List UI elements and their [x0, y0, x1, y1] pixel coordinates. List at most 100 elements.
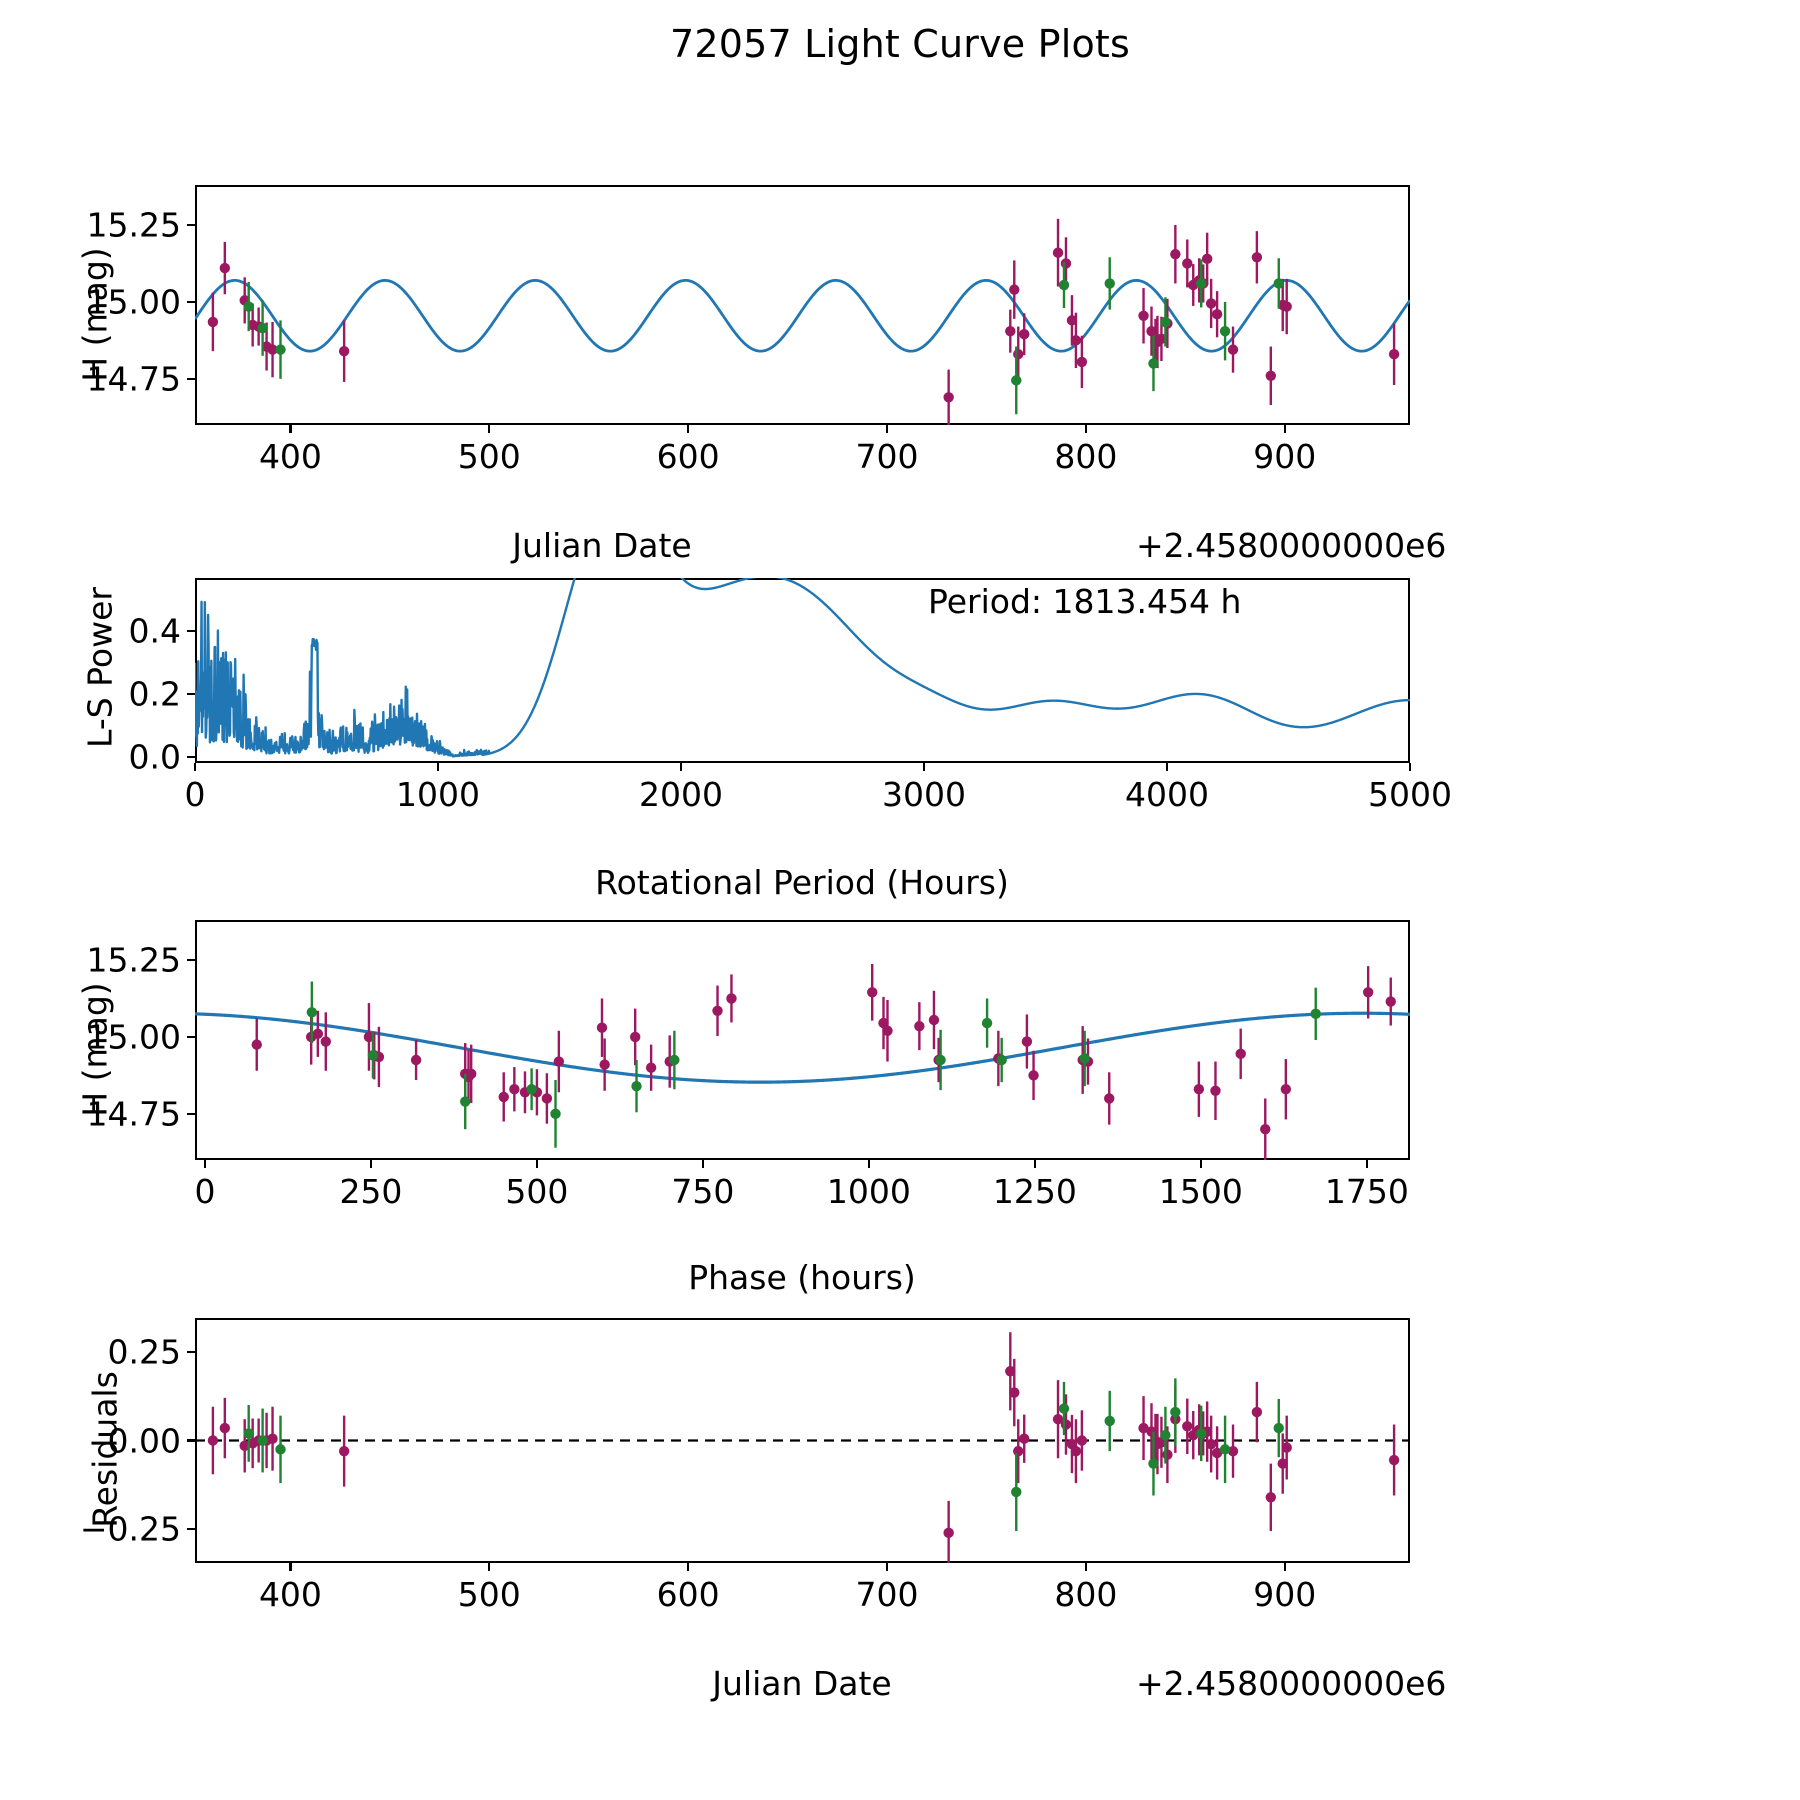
y-tick-label: 15.25: [86, 940, 181, 980]
y-tick-label: 14.75: [86, 1094, 181, 1134]
data-point: [1104, 278, 1115, 289]
y-tick-label: 0.2: [128, 674, 181, 714]
x-tick-mark: [885, 1563, 889, 1571]
x-tick-mark: [1283, 425, 1286, 433]
y-tick-label: 0.4: [128, 611, 181, 651]
data-point: [596, 1022, 608, 1033]
data-point: [550, 1108, 561, 1120]
y-tick-mark: [187, 1350, 195, 1353]
data-point: [1066, 315, 1078, 326]
y-tick-mark: [187, 1439, 195, 1442]
data-point: [1277, 1458, 1288, 1469]
data-point: [1013, 1445, 1024, 1457]
x-tick-label: 1750: [1324, 1172, 1409, 1211]
x-tick-label: 250: [339, 1172, 403, 1211]
data-point: [1388, 349, 1400, 360]
model-curve: [195, 1011, 1410, 1084]
data-point: [1362, 987, 1374, 998]
x-tick-mark: [922, 763, 926, 771]
x-tick-mark: [289, 1563, 292, 1571]
data-point: [410, 1054, 422, 1066]
data-point: [1385, 996, 1396, 1007]
y-tick-mark: [187, 1528, 195, 1531]
x-tick-mark: [1084, 1563, 1087, 1571]
x-tick-mark: [1165, 763, 1169, 771]
x-tick-label: 900: [1253, 437, 1317, 476]
panel-residuals-xlabel: Julian Date: [712, 1664, 892, 1703]
data-point: [1251, 252, 1263, 263]
data-point: [712, 1005, 723, 1016]
panel-periodogram: [195, 578, 1410, 763]
data-point: [1148, 358, 1159, 369]
data-point: [306, 1007, 318, 1018]
panel-periodogram-period-annotation: Period: 1813.454 h: [928, 582, 1242, 621]
data-point: [928, 1014, 940, 1026]
x-tick-label: 400: [258, 1575, 322, 1614]
y-tick-mark: [187, 630, 195, 633]
data-point: [1011, 1486, 1022, 1498]
x-tick-mark: [885, 425, 889, 433]
y-tick-mark: [187, 377, 195, 380]
x-tick-mark: [687, 1563, 690, 1571]
data-point: [275, 344, 286, 355]
data-point: [460, 1096, 471, 1107]
data-point: [526, 1084, 537, 1095]
data-point: [1009, 1387, 1020, 1398]
x-tick-label: 1250: [992, 1172, 1077, 1211]
y-tick-label: 15.00: [86, 282, 181, 322]
data-point: [243, 301, 254, 312]
data-point: [553, 1056, 565, 1067]
data-point: [1281, 1442, 1292, 1453]
y-tick-mark: [187, 300, 195, 303]
x-tick-label: 0: [184, 775, 206, 814]
data-point: [996, 1054, 1007, 1066]
data-point: [1281, 301, 1292, 312]
data-point: [726, 993, 737, 1004]
y-tick-mark: [187, 958, 195, 962]
data-point: [1019, 1433, 1030, 1444]
data-point: [1052, 247, 1064, 258]
y-tick-mark: [187, 755, 195, 758]
x-tick-mark: [1033, 1160, 1036, 1168]
y-tick-label: 14.75: [86, 359, 181, 399]
data-point: [498, 1091, 509, 1103]
data-point: [1076, 356, 1088, 368]
y-tick-label: 0.0: [128, 737, 181, 777]
figure-title: 72057 Light Curve Plots: [669, 22, 1131, 66]
data-point: [1079, 1053, 1090, 1064]
panel-lightcurve: [195, 185, 1410, 425]
data-point: [1273, 278, 1284, 289]
data-point: [1162, 1449, 1173, 1460]
data-point: [645, 1062, 657, 1073]
x-tick-mark: [193, 763, 197, 771]
panel-lightcurve-canvas: [195, 218, 1410, 425]
data-point: [935, 1054, 946, 1066]
data-point: [1205, 298, 1217, 309]
data-point: [599, 1059, 610, 1070]
data-point: [509, 1084, 520, 1095]
x-tick-label: 500: [457, 437, 521, 476]
x-tick-label: 2000: [639, 775, 723, 814]
data-point: [882, 1025, 893, 1036]
data-point: [1310, 1008, 1321, 1020]
data-point: [1211, 1447, 1223, 1459]
panel-periodogram-canvas: [195, 578, 1410, 758]
x-tick-label: 700: [855, 437, 919, 476]
data-point: [1170, 1406, 1181, 1418]
data-point: [1013, 349, 1024, 360]
data-point: [219, 262, 231, 274]
x-tick-mark: [203, 1160, 207, 1168]
series-series_a: [207, 218, 1400, 425]
data-point: [1028, 1070, 1039, 1081]
data-point: [1196, 278, 1207, 289]
data-point: [1182, 1421, 1193, 1432]
panel-phased-frame: [195, 920, 1410, 1160]
series-series_b: [243, 257, 1284, 415]
data-point: [1148, 1458, 1159, 1469]
series-series_b: [306, 981, 1321, 1148]
data-point: [367, 1050, 379, 1061]
data-point: [1058, 1403, 1070, 1414]
data-point: [1005, 1366, 1016, 1377]
x-tick-mark: [488, 1563, 491, 1571]
